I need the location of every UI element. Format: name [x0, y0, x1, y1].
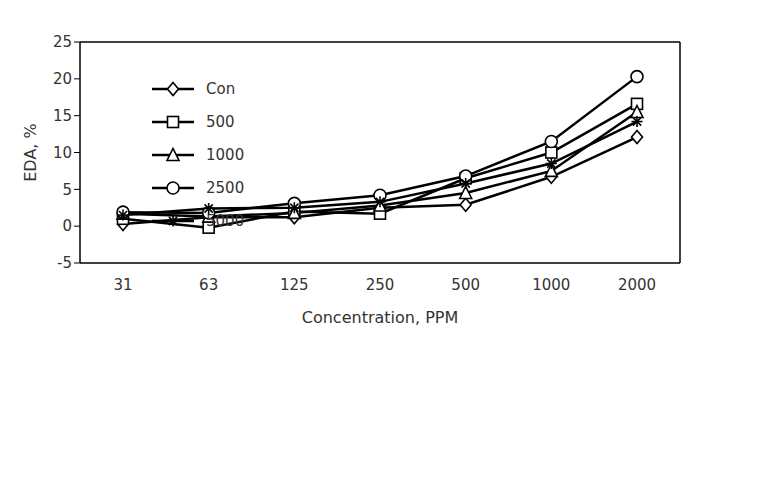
svg-text:31: 31	[113, 276, 132, 294]
svg-text:125: 125	[280, 276, 309, 294]
svg-text:1000: 1000	[532, 276, 570, 294]
html-text:Con: Con	[206, 79, 236, 98]
svg-text:-5: -5	[57, 254, 72, 272]
svg-text:0: 0	[62, 217, 72, 235]
svg-text:20: 20	[53, 70, 72, 88]
svg-text:5: 5	[62, 181, 72, 199]
svg-text:15: 15	[53, 107, 72, 125]
html-text:500: 500	[206, 112, 235, 131]
html-text:1000: 1000	[206, 145, 245, 164]
svg-text:EDA, %: EDA, %	[21, 123, 40, 181]
svg-text:Concentration, PPM: Concentration, PPM	[302, 308, 458, 327]
svg-text:500: 500	[451, 276, 480, 294]
svg-text:250: 250	[366, 276, 395, 294]
svg-text:25: 25	[53, 33, 72, 51]
svg-text:10: 10	[53, 144, 72, 162]
html-text:5000: 5000	[206, 211, 245, 230]
svg-text:2000: 2000	[618, 276, 656, 294]
svg-text:63: 63	[199, 276, 218, 294]
html-text:2500: 2500	[206, 178, 245, 197]
